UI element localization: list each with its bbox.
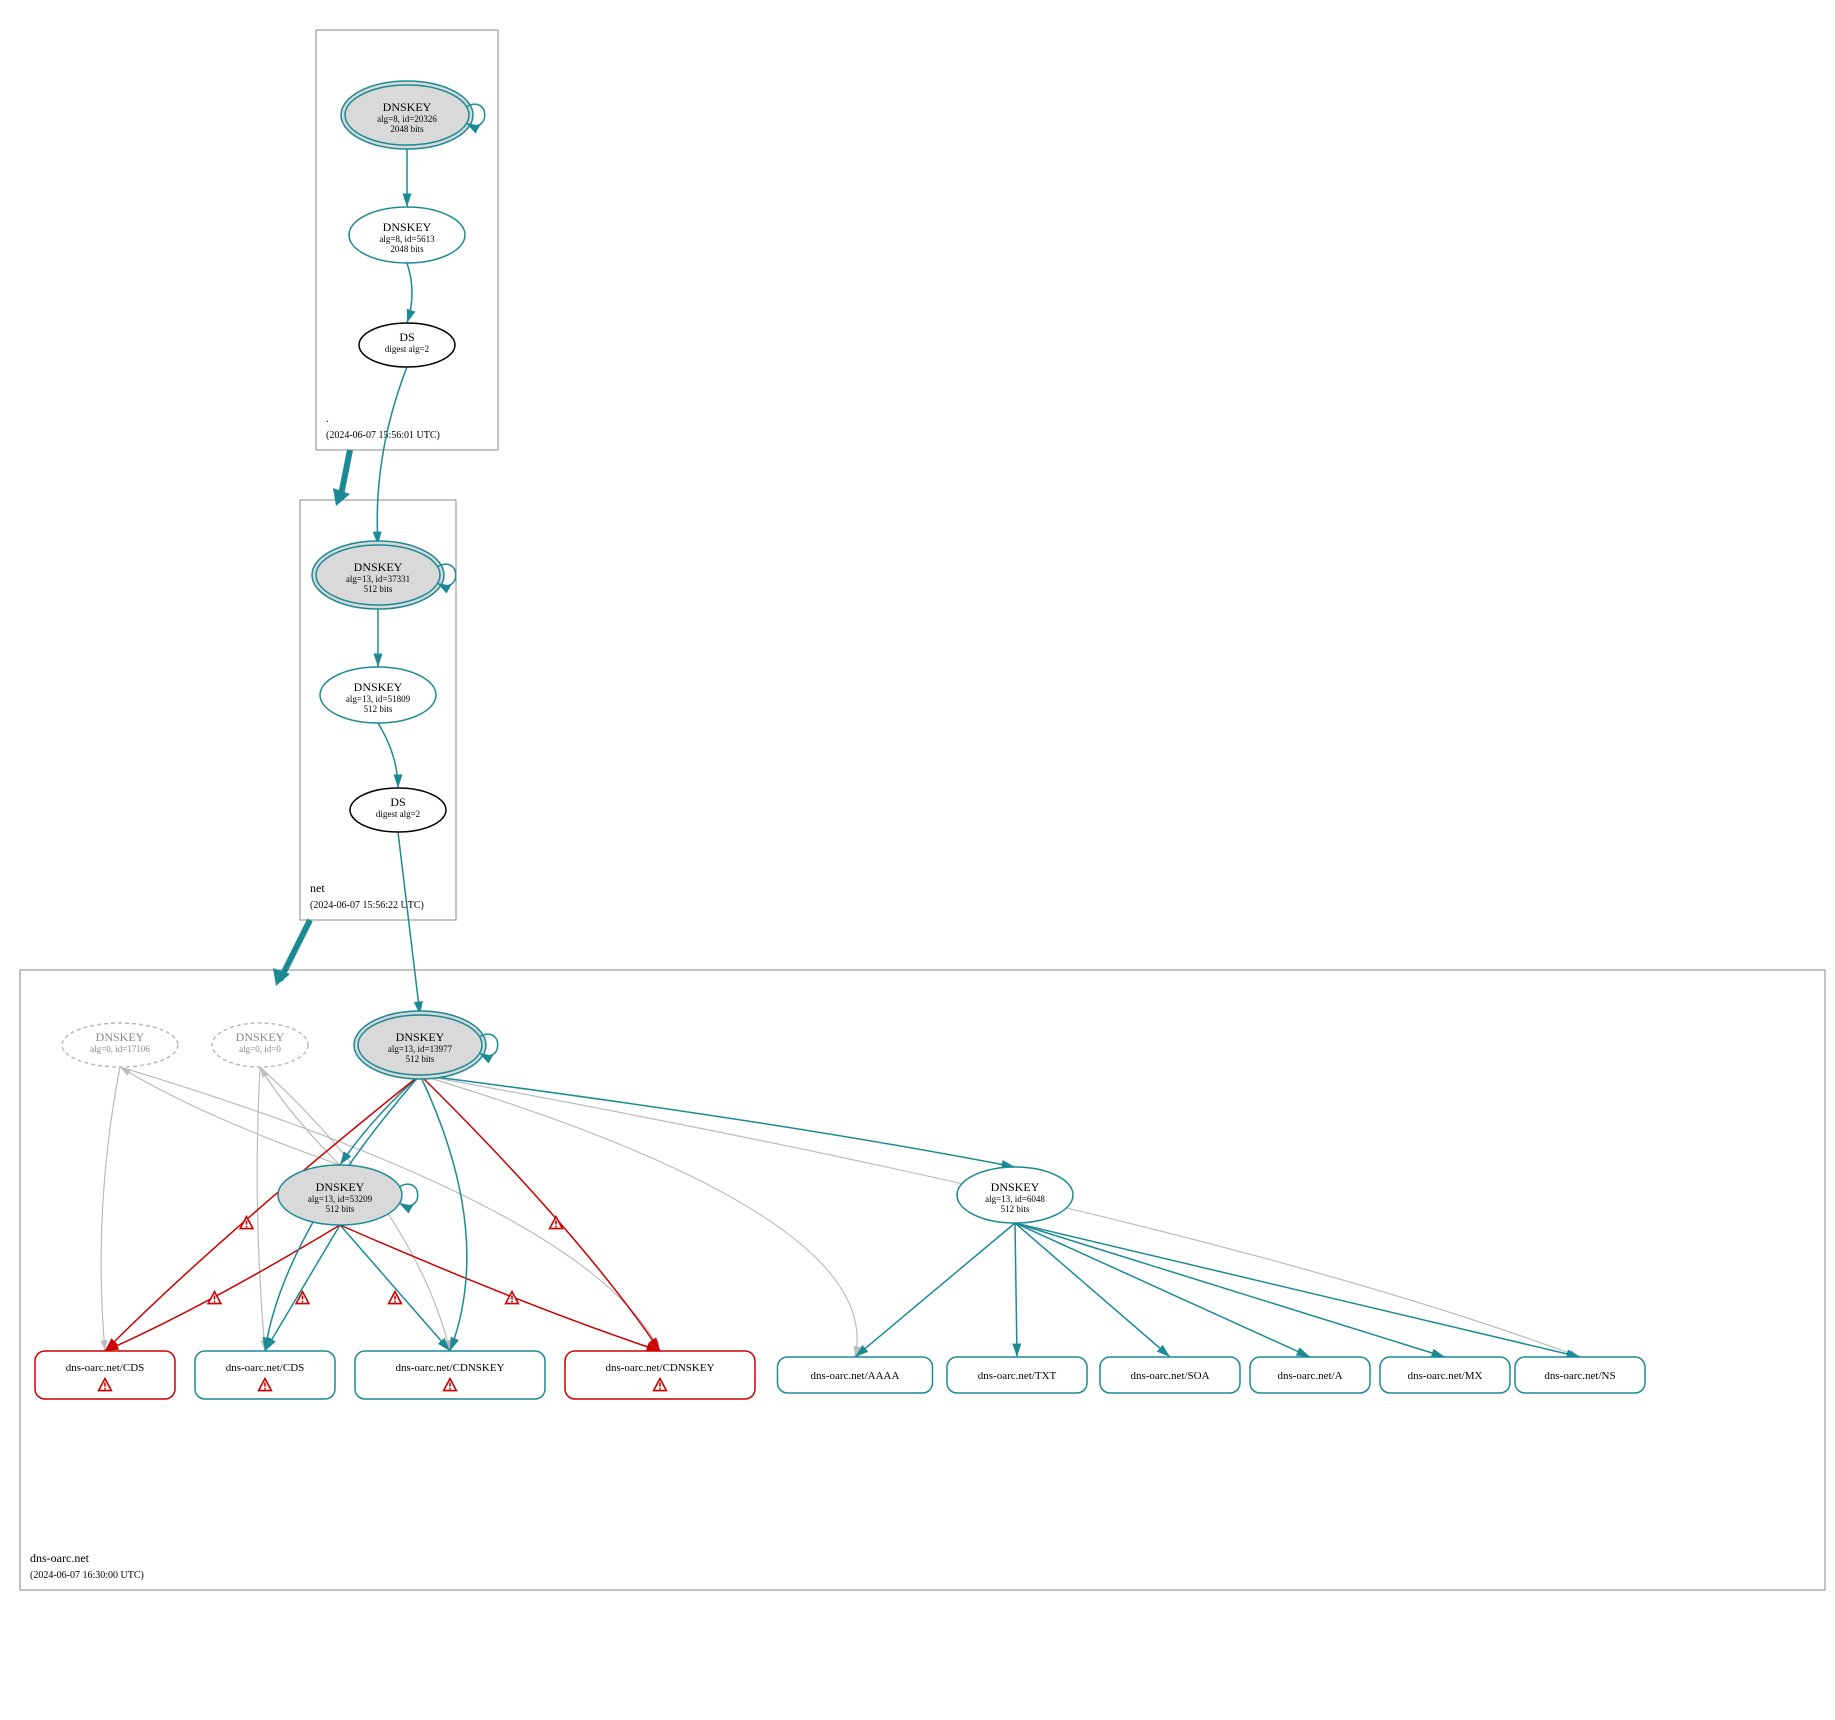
node-oarc_dnskey_main: DNSKEYalg=13, id=13977512 bits [354, 1011, 498, 1079]
record-edge [420, 1075, 660, 1351]
rec_txt: dns-oarc.net/TXT [947, 1357, 1087, 1393]
node-sub1: alg=8, id=20326 [377, 114, 437, 124]
record-edge [340, 1225, 450, 1351]
record-box [565, 1351, 755, 1399]
warning-icon [208, 1292, 221, 1304]
record-label: dns-oarc.net/CDNSKEY [395, 1362, 504, 1374]
zone-dns-oarc [20, 970, 1825, 1590]
node-oarc_dnskey_ghost1: DNSKEYalg=0, id=17106 [62, 1023, 178, 1067]
edge [420, 1075, 1015, 1167]
record-edge [1015, 1223, 1580, 1357]
rec_cdnskey2: dns-oarc.net/CDNSKEY [565, 1351, 755, 1399]
record-box [355, 1351, 545, 1399]
node-root_ds: DSdigest alg=2 [359, 323, 455, 367]
warning-icon [506, 1292, 519, 1304]
node-title: DS [399, 330, 414, 344]
record-label: dns-oarc.net/MX [1408, 1370, 1483, 1382]
record-box [35, 1351, 175, 1399]
node-root_dnskey1: DNSKEYalg=8, id=203262048 bits [341, 81, 485, 149]
rec_ns: dns-oarc.net/NS [1515, 1357, 1645, 1393]
node-title: DNSKEY [354, 680, 403, 694]
node-sub2: 512 bits [326, 1204, 355, 1214]
record-edge [1015, 1223, 1310, 1357]
zone-timestamp: (2024-06-07 16:30:00 UTC) [30, 1570, 144, 1581]
zone-arrow [280, 920, 310, 980]
node-sub2: 512 bits [364, 584, 393, 594]
ghost-edge [420, 1075, 857, 1357]
node-title: DNSKEY [383, 220, 432, 234]
zone-label: net [310, 881, 325, 895]
edge [398, 832, 420, 1015]
record-label: dns-oarc.net/CDS [66, 1362, 145, 1374]
node-net_dnskey2: DNSKEYalg=13, id=51809512 bits [320, 667, 436, 723]
ghost-edge [120, 1067, 340, 1165]
record-label: dns-oarc.net/AAAA [811, 1370, 900, 1382]
rec_soa: dns-oarc.net/SOA [1100, 1357, 1240, 1393]
node-root_dnskey2: DNSKEYalg=8, id=56132048 bits [349, 207, 465, 263]
node-title: DNSKEY [96, 1030, 145, 1044]
record-edge [1015, 1223, 1170, 1357]
record-label: dns-oarc.net/CDNSKEY [605, 1362, 714, 1374]
node-title: DNSKEY [991, 1180, 1040, 1194]
node-title: DNSKEY [383, 100, 432, 114]
record-label: dns-oarc.net/CDS [226, 1362, 305, 1374]
node-sub2: 512 bits [1001, 1204, 1030, 1214]
record-edge [420, 1075, 467, 1351]
node-sub1: alg=0, id=0 [239, 1044, 281, 1054]
record-label: dns-oarc.net/A [1277, 1370, 1342, 1382]
ghost-edge [101, 1067, 120, 1351]
node-oarc_dnskey_6048: DNSKEYalg=13, id=6048512 bits [957, 1167, 1073, 1223]
node-oarc_dnskey_ghost2: DNSKEYalg=0, id=0 [212, 1023, 308, 1067]
record-edge [1015, 1223, 1017, 1357]
node-sub1: alg=13, id=6048 [985, 1194, 1045, 1204]
record-edge [265, 1225, 340, 1351]
node-title: DNSKEY [396, 1030, 445, 1044]
zone-label: dns-oarc.net [30, 1551, 90, 1565]
rec_aaaa: dns-oarc.net/AAAA [778, 1357, 933, 1393]
rec_mx: dns-oarc.net/MX [1380, 1357, 1510, 1393]
zone-label: . [326, 411, 329, 425]
dnssec-diagram: . (2024-06-07 15:56:01 UTC) net (2024-06-07… [10, 10, 1835, 1710]
rec_a: dns-oarc.net/A [1250, 1357, 1370, 1393]
node-title: DNSKEY [236, 1030, 285, 1044]
node-title: DNSKEY [354, 560, 403, 574]
node-title: DS [390, 795, 405, 809]
node-net_ds: DSdigest alg=2 [350, 788, 446, 832]
record-edge [340, 1225, 660, 1351]
node-sub1: alg=0, id=17106 [90, 1044, 150, 1054]
node-sub1: alg=13, id=53209 [308, 1194, 373, 1204]
edge [378, 723, 398, 788]
node-sub2: 2048 bits [390, 124, 424, 134]
node-sub1: alg=13, id=51809 [346, 694, 411, 704]
edge [377, 367, 407, 545]
node-title: DNSKEY [316, 1180, 365, 1194]
rec_cdnskey1: dns-oarc.net/CDNSKEY [355, 1351, 545, 1399]
edge [407, 263, 412, 323]
rec_cds1: dns-oarc.net/CDS [35, 1351, 175, 1399]
rec_cds2: dns-oarc.net/CDS [195, 1351, 335, 1399]
node-sub2: 2048 bits [390, 244, 424, 254]
node-sub2: 512 bits [364, 704, 393, 714]
record-box [195, 1351, 335, 1399]
node-oarc_dnskey_53209: DNSKEYalg=13, id=53209512 bits [278, 1165, 418, 1225]
zone-timestamp: (2024-06-07 15:56:01 UTC) [326, 430, 440, 441]
node-sub1: digest alg=2 [376, 809, 420, 819]
record-label: dns-oarc.net/NS [1544, 1370, 1615, 1382]
node-sub1: alg=13, id=37331 [346, 574, 410, 584]
node-net_dnskey1: DNSKEYalg=13, id=37331512 bits [312, 541, 456, 609]
node-sub1: alg=8, id=5613 [379, 234, 435, 244]
node-sub1: digest alg=2 [385, 344, 429, 354]
node-sub1: alg=13, id=13977 [388, 1044, 453, 1054]
record-label: dns-oarc.net/TXT [978, 1370, 1057, 1382]
record-edge [1015, 1223, 1445, 1357]
record-edge [105, 1225, 340, 1351]
node-sub2: 512 bits [406, 1054, 435, 1064]
record-label: dns-oarc.net/SOA [1130, 1370, 1209, 1382]
record-edge [855, 1223, 1015, 1357]
warning-icon [296, 1292, 309, 1304]
